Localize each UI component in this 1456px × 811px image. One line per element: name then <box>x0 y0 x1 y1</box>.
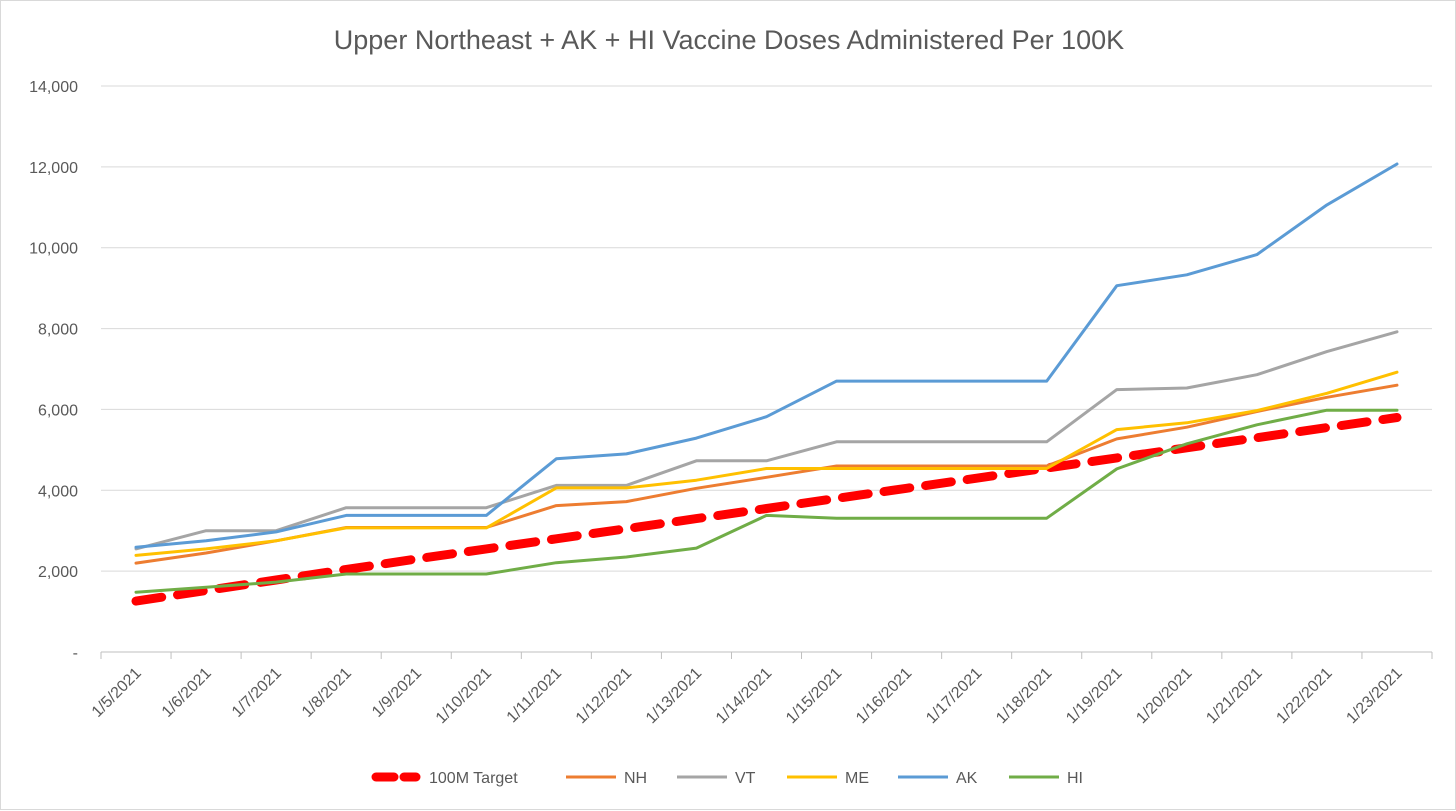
x-tick-label: 1/23/2021 <box>1343 665 1405 727</box>
series-line-vt <box>134 330 1399 551</box>
y-tick-label: 8,000 <box>38 322 78 339</box>
legend-label-nh: NH <box>624 770 647 787</box>
legend-label-vt: VT <box>735 770 756 787</box>
x-tick-label: 1/18/2021 <box>993 665 1055 727</box>
gridlines <box>101 85 1432 572</box>
series-line-100m-target <box>131 413 1402 606</box>
series-line-nh <box>134 383 1399 565</box>
y-tick-label: 12,000 <box>29 160 78 177</box>
x-tick-label: 1/19/2021 <box>1063 665 1125 727</box>
y-axis-ticks: - 2,000 4,000 6,000 8,000 10,000 12,000 14,000 <box>29 79 78 662</box>
x-tick-label: 1/11/2021 <box>504 665 566 727</box>
x-axis <box>100 651 1433 659</box>
x-axis-ticks: 1/5/2021 1/6/2021 1/7/2021 1/8/2021 1/9/2021… <box>89 665 1406 727</box>
y-tick-label: - <box>73 645 78 662</box>
x-tick-label: 1/14/2021 <box>713 665 775 727</box>
x-tick-label: 1/15/2021 <box>783 665 845 727</box>
x-tick-label: 1/6/2021 <box>159 665 215 721</box>
series-line-ak <box>134 162 1399 549</box>
y-tick-label: 4,000 <box>38 483 78 500</box>
legend-label-ak: AK <box>956 770 978 787</box>
x-tick-label: 1/12/2021 <box>573 665 635 727</box>
x-tick-label: 1/10/2021 <box>433 665 495 727</box>
x-tick-label: 1/13/2021 <box>643 665 705 727</box>
y-tick-label: 2,000 <box>38 564 78 581</box>
x-tick-label: 1/17/2021 <box>923 665 985 727</box>
y-tick-label: 10,000 <box>29 241 78 258</box>
legend-label-me: ME <box>845 770 869 787</box>
series-line-me <box>134 370 1399 557</box>
x-tick-label: 1/5/2021 <box>89 665 145 721</box>
series-lines <box>131 162 1402 606</box>
x-tick-label: 1/16/2021 <box>853 665 915 727</box>
y-tick-label: 6,000 <box>38 402 78 419</box>
x-tick-label: 1/22/2021 <box>1273 665 1335 727</box>
x-tick-label: 1/8/2021 <box>299 665 355 721</box>
legend-label-hi: HI <box>1067 770 1083 787</box>
legend: 100M Target NH VT ME AK HI <box>371 770 1083 787</box>
x-tick-label: 1/9/2021 <box>369 665 425 721</box>
legend-label-100m-target: 100M Target <box>429 770 518 787</box>
x-tick-label: 1/21/2021 <box>1203 665 1265 727</box>
x-tick-label: 1/20/2021 <box>1133 665 1195 727</box>
chart-title: Upper Northeast + AK + HI Vaccine Doses … <box>334 25 1124 55</box>
series-line-hi <box>134 408 1399 594</box>
y-tick-label: 14,000 <box>29 79 78 96</box>
x-tick-label: 1/7/2021 <box>229 665 285 721</box>
